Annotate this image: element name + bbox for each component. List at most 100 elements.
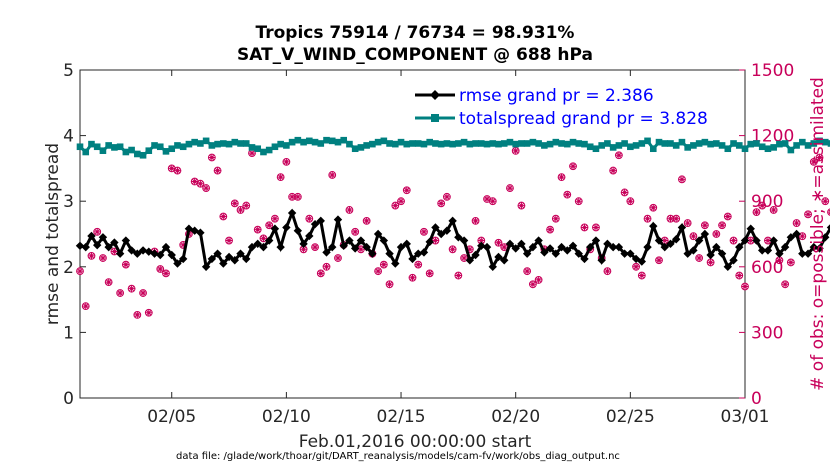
rmse-point xyxy=(287,208,297,218)
legend-spread-marker xyxy=(431,114,439,122)
rmse-point xyxy=(459,236,469,245)
rmse-point xyxy=(110,238,119,247)
rmse-point xyxy=(190,226,199,235)
rmse-point xyxy=(98,233,108,242)
x-tick-label: 02/05 xyxy=(147,407,196,427)
totalspread-point xyxy=(145,147,153,154)
rmse-point xyxy=(637,257,647,266)
obs-assimilated-point xyxy=(87,252,95,260)
x-axis-label: Feb.01,2016 00:00:00 start xyxy=(299,432,532,452)
rmse-point xyxy=(282,223,291,232)
obs-assimilated-point xyxy=(380,261,388,269)
totalspread-point xyxy=(615,142,623,149)
obs-assimilated-point xyxy=(282,158,290,166)
rmse-point xyxy=(121,236,131,245)
totalspread-series xyxy=(76,136,830,159)
totalspread-point xyxy=(667,140,674,147)
totalspread-point xyxy=(747,140,755,148)
rmse-point xyxy=(677,223,687,232)
obs-assimilated-point xyxy=(397,197,405,205)
totalspread-point xyxy=(437,140,445,148)
totalspread-point xyxy=(489,140,497,147)
totalspread-point xyxy=(460,138,468,146)
totalspread-point xyxy=(156,143,164,151)
totalspread-point xyxy=(403,140,411,148)
obs-assimilated-point xyxy=(793,219,801,227)
rmse-point xyxy=(798,249,807,258)
obs-assimilated-point xyxy=(466,245,474,253)
obs-assimilated-point xyxy=(300,245,308,253)
totalspread-point xyxy=(695,140,703,147)
totalspread-point xyxy=(76,143,84,151)
rmse-point xyxy=(769,236,778,245)
rmse-point xyxy=(173,259,182,268)
legend-rmse-label: rmse grand pr = 2.386 xyxy=(459,86,654,106)
rmse-point xyxy=(689,246,698,255)
totalspread-point xyxy=(541,142,548,149)
rmse-point xyxy=(328,242,337,252)
obs-assimilated-point xyxy=(558,173,566,181)
totalspread-point xyxy=(248,144,256,151)
obs-assimilated-point xyxy=(105,278,113,286)
y-tick-label: 4 xyxy=(63,127,74,147)
obs-assimilated-point xyxy=(345,206,353,214)
totalspread-point xyxy=(592,145,600,153)
totalspread-point xyxy=(518,140,525,147)
totalspread-point xyxy=(563,140,571,148)
obs-assimilated-point xyxy=(277,173,285,181)
obs-assimilated-point xyxy=(128,285,136,293)
obs-assimilated-point xyxy=(626,197,634,205)
totalspread-point xyxy=(179,143,187,151)
rmse-point xyxy=(333,215,343,224)
totalspread-point xyxy=(609,144,617,151)
obs-assimilated-point xyxy=(483,195,491,203)
rmse-point xyxy=(316,216,325,226)
totalspread-point xyxy=(707,140,714,148)
obs-assimilated-point xyxy=(472,217,480,225)
obs-assimilated-point xyxy=(615,151,623,159)
obs-assimilated-point xyxy=(810,158,818,166)
obs-assimilated-point xyxy=(661,237,669,245)
rmse-point xyxy=(368,249,377,258)
rmse-point xyxy=(603,239,612,249)
rmse-point xyxy=(362,242,371,252)
obs-assimilated-point xyxy=(712,230,720,238)
rmse-point xyxy=(87,231,96,241)
totalspread-point xyxy=(483,140,491,148)
rmse-point xyxy=(511,244,520,253)
obs-assimilated-point xyxy=(156,265,164,273)
totalspread-point xyxy=(168,145,176,153)
totalspread-point xyxy=(770,144,777,151)
rmse-point xyxy=(517,239,526,249)
totalspread-point xyxy=(741,145,749,153)
totalspread-point xyxy=(139,151,147,159)
obs-assimilated-point xyxy=(644,215,652,223)
rmse-point xyxy=(580,254,589,264)
obs-assimilated-point xyxy=(248,149,256,157)
totalspread-point xyxy=(214,140,221,148)
obs-assimilated-point xyxy=(535,276,543,284)
totalspread-point xyxy=(575,140,583,147)
obs-assimilated-point xyxy=(592,223,600,231)
totalspread-point xyxy=(512,140,519,148)
x-tick-label: 02/10 xyxy=(262,407,311,427)
obs-assimilated-point xyxy=(426,269,434,277)
totalspread-point xyxy=(735,142,743,149)
totalspread-point xyxy=(288,138,296,146)
obs-assimilated-point xyxy=(707,258,715,266)
totalspread-point xyxy=(363,142,370,149)
rmse-point xyxy=(270,224,280,233)
obs-assimilated-point xyxy=(214,167,222,175)
obs-assimilated-point xyxy=(179,241,187,249)
rmse-point xyxy=(694,236,704,245)
rmse-point xyxy=(264,236,274,245)
rmse-point xyxy=(568,241,578,251)
rmse-point xyxy=(586,242,595,252)
rmse-point xyxy=(477,241,486,251)
obs-assimilated-point xyxy=(334,254,342,262)
obs-assimilated-point xyxy=(271,215,279,223)
obs-assimilated-point xyxy=(437,199,445,207)
rmse-point xyxy=(253,239,262,249)
obs-assimilated-point xyxy=(517,202,525,210)
rmse-point xyxy=(436,229,446,239)
